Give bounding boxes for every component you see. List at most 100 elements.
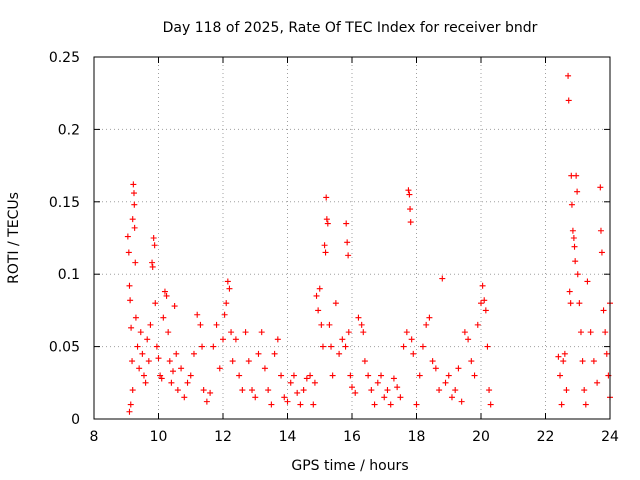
data-point (128, 324, 135, 331)
data-point (397, 394, 404, 401)
data-point (400, 343, 407, 350)
data-point (358, 321, 365, 328)
x-tick-label: 20 (472, 429, 490, 445)
data-point (602, 329, 609, 336)
data-point (170, 368, 177, 375)
data-point (140, 372, 147, 379)
data-point (407, 219, 414, 226)
data-point (203, 398, 210, 405)
data-point (563, 387, 570, 394)
data-point (486, 387, 493, 394)
y-tick-label: 0.25 (49, 50, 80, 66)
data-point (194, 311, 201, 318)
data-point (268, 401, 275, 408)
data-point (455, 365, 462, 372)
x-tick-label: 18 (408, 429, 426, 445)
data-point (199, 343, 206, 350)
data-point (145, 358, 152, 365)
data-point (242, 329, 249, 336)
data-point (127, 297, 134, 304)
data-point (323, 194, 330, 201)
data-point (125, 249, 132, 256)
data-point (265, 387, 272, 394)
data-point (570, 235, 577, 241)
data-point (261, 365, 268, 372)
data-point (406, 191, 413, 198)
data-point (349, 384, 355, 391)
data-point (184, 379, 191, 386)
data-point (336, 350, 343, 357)
data-point (458, 398, 465, 405)
data-point (126, 282, 133, 289)
data-point (368, 387, 375, 394)
data-point (313, 292, 320, 299)
x-tick-label: 16 (343, 429, 361, 445)
data-point (594, 379, 601, 386)
data-point (326, 321, 333, 328)
data-point (355, 314, 362, 321)
data-point (394, 384, 401, 391)
data-point (311, 379, 318, 386)
data-point (576, 300, 583, 307)
data-point (129, 216, 136, 223)
y-tick-label: 0.15 (49, 195, 80, 211)
data-point (339, 336, 346, 343)
data-point (590, 358, 597, 365)
data-point (187, 372, 194, 379)
data-point (345, 252, 352, 259)
data-point (384, 387, 391, 394)
data-point (274, 336, 281, 343)
data-point (581, 387, 588, 394)
data-point (442, 379, 449, 386)
data-point (136, 365, 143, 372)
data-point (429, 358, 436, 365)
data-point (468, 358, 475, 365)
data-point (207, 389, 214, 396)
data-point (200, 387, 207, 394)
data-point (405, 187, 412, 194)
data-point (579, 358, 586, 365)
data-point (278, 372, 285, 379)
data-point (147, 321, 154, 328)
y-tick-label: 0.2 (58, 122, 80, 138)
data-point (448, 394, 455, 401)
data-point (158, 375, 165, 382)
data-point (465, 336, 472, 343)
data-point (577, 329, 584, 336)
data-point (297, 401, 304, 408)
data-point (361, 358, 368, 365)
chart-title: Day 118 of 2025, Rate Of TEC Index for r… (163, 20, 538, 36)
y-axis-ticks: 0 0.05 0.1 0.15 0.2 0.25 (49, 50, 610, 428)
data-point (567, 300, 574, 307)
data-point (574, 271, 581, 278)
data-point (423, 321, 430, 328)
data-point (574, 188, 581, 195)
data-point (161, 288, 168, 295)
data-point (416, 372, 423, 379)
data-points (124, 72, 613, 415)
data-point (307, 372, 314, 379)
data-point (174, 387, 181, 394)
data-point (127, 401, 134, 408)
data-point (126, 408, 133, 415)
data-point (474, 321, 481, 328)
data-point (132, 314, 139, 321)
x-tick-label: 10 (150, 429, 168, 445)
data-point (290, 372, 297, 379)
data-point (155, 355, 162, 362)
x-tick-label: 24 (601, 429, 619, 445)
data-point (408, 336, 415, 343)
data-point (258, 329, 265, 336)
data-point (252, 394, 259, 401)
data-point (131, 224, 138, 231)
data-point (555, 353, 562, 360)
data-point (281, 394, 288, 401)
data-point (249, 387, 256, 394)
data-point (131, 201, 138, 208)
data-point (318, 321, 325, 328)
data-point (144, 336, 151, 343)
data-point (565, 97, 572, 104)
data-point (197, 321, 204, 328)
data-point (130, 190, 137, 197)
x-tick-label: 12 (214, 429, 232, 445)
